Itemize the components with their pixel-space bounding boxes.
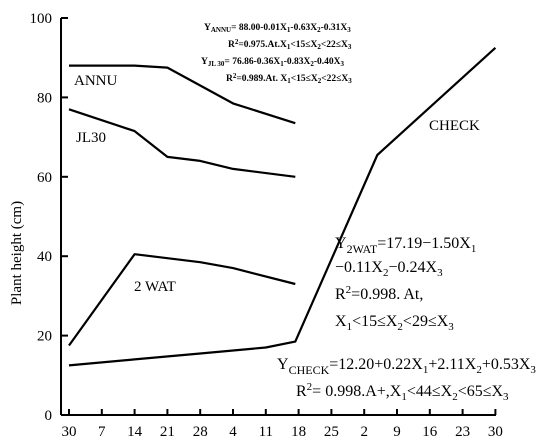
y-tick-label: 40 (37, 249, 52, 265)
series-label-2wat: 2 WAT (134, 279, 176, 295)
x-tick-label: 28 (193, 424, 208, 440)
series-line-jl30 (68, 108, 296, 178)
x-tick-label: 18 (291, 424, 306, 440)
annu-equation: YANNU= 88.00-0.01X1-0.63X2-0.31X3 (204, 23, 351, 34)
y-tick-label: 20 (37, 329, 52, 345)
check-r2: R2= 0.998.A+,X1<44≤X2<65≤X3 (296, 381, 509, 403)
x-tick-label: 16 (422, 424, 438, 440)
x-tick-label: 30 (62, 424, 77, 440)
x-tick-label: 2 (360, 424, 368, 440)
y-tick-label: 60 (37, 170, 52, 186)
y-tick-label: 0 (45, 408, 53, 424)
x-tick-label: 23 (455, 424, 470, 440)
wat-equation-line1: Y2WAT=17.19−1.50X1 (335, 235, 476, 256)
series-label-annu: ANNU (74, 73, 117, 89)
x-tick-label: 11 (259, 424, 273, 440)
x-tick-label: 14 (127, 424, 143, 440)
wat-r2: R2=0.998. At, (335, 284, 423, 303)
x-tick-label: 7 (98, 424, 106, 440)
axes (60, 18, 496, 416)
x-ticks: 30 7 14 21 28 4 11 18 25 2 9 16 23 30 (62, 409, 503, 440)
x-tick-label: 30 (488, 424, 503, 440)
series-line-check (68, 46, 497, 367)
series-line-annu (69, 64, 296, 125)
x-tick-label: 25 (324, 424, 339, 440)
jl30-r2: R2=0.989.At. X1<15≤X2<22≤X3 (226, 72, 352, 85)
series-lines (68, 46, 497, 367)
x-tick-label: 9 (393, 424, 401, 440)
y-tick-label: 80 (37, 90, 52, 106)
series-label-jl30: JL30 (76, 130, 106, 146)
check-equation: YCHECK=12.20+0.22X1+2.11X2+0.53X3 (277, 356, 536, 377)
series-line-2wat (68, 253, 296, 347)
y-ticks: 0 20 40 60 80 100 (30, 11, 68, 424)
y-tick-label: 100 (30, 11, 53, 27)
annu-r2: R2=0.975.At.X1<15≤X2<22≤X3 (228, 38, 352, 51)
wat-equation-line2: −0.11X2−0.24X3 (335, 259, 443, 279)
y-axis-title: Plant height (cm) (9, 201, 25, 305)
x-tick-label: 21 (160, 424, 175, 440)
jl30-equation: YJL 30= 76.86-0.36X1-0.83X2-0.40X3 (201, 57, 345, 68)
wat-range: X1<15≤X2<29≤X3 (335, 313, 454, 333)
x-tick-label: 4 (229, 424, 237, 440)
series-label-check: CHECK (429, 118, 480, 134)
